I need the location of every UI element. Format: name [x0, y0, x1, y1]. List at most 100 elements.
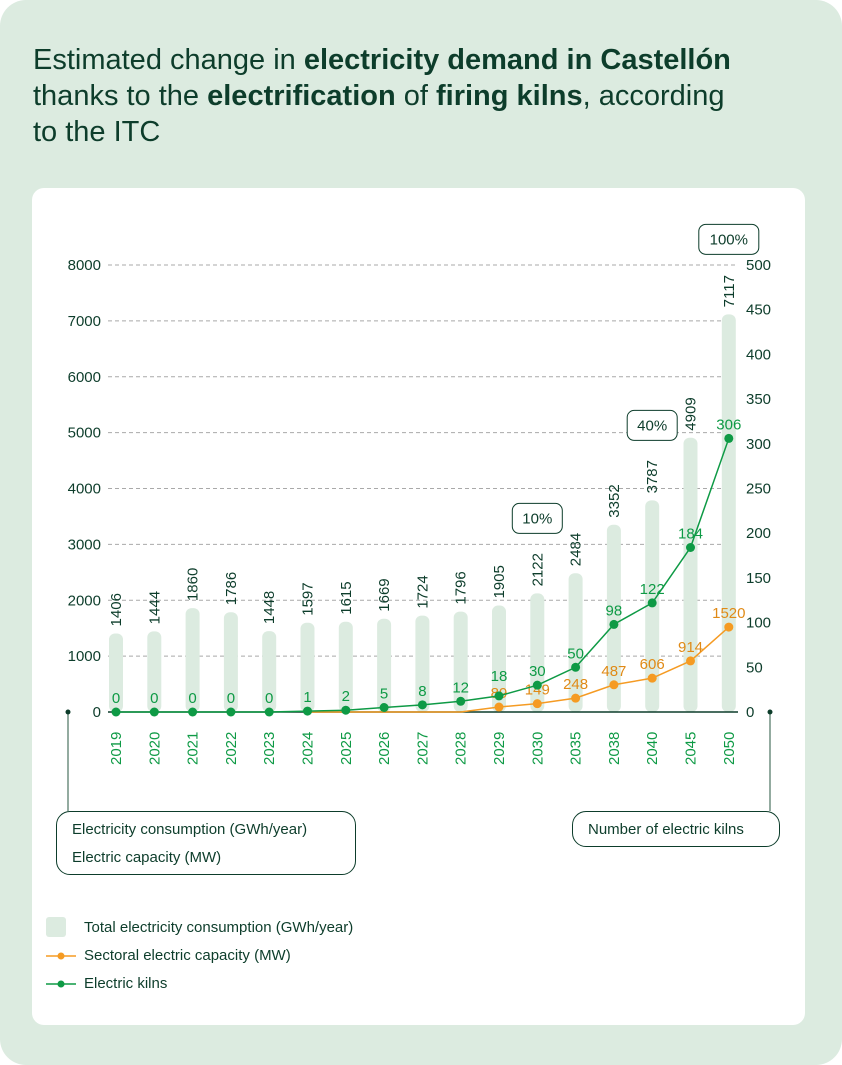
bar-2022 — [223, 612, 238, 712]
kilns-point — [341, 705, 351, 715]
bar-2025 — [338, 621, 353, 712]
bar-2021 — [185, 608, 200, 712]
kilns-point — [188, 707, 198, 717]
capacity-point — [532, 699, 542, 709]
title-text: thanks to the — [33, 80, 208, 112]
legend-label-capacity: Sectoral electric capacity (MW) — [84, 947, 291, 964]
bar-value-label: 2484 — [568, 533, 585, 566]
kilns-point — [264, 707, 274, 717]
x-tick-label: 2045 — [683, 732, 700, 765]
legend-orange-swatch — [46, 952, 76, 960]
left-axis-label-box: Electricity consumption (GWh/year) Elect… — [56, 811, 356, 875]
bar-2024 — [300, 622, 315, 712]
chart-card — [32, 188, 805, 1025]
kilns-value-label: 122 — [640, 581, 665, 598]
share-annotation-box — [626, 409, 678, 441]
x-tick-label: 2038 — [606, 732, 623, 765]
share-annotation-label: 40% — [637, 417, 667, 434]
title-text: of — [395, 80, 436, 112]
kilns-point — [226, 707, 236, 717]
kilns-value-label: 0 — [227, 690, 235, 707]
left-axis-pointer-dot — [65, 709, 71, 715]
kilns-point — [456, 696, 466, 706]
right-tick-label: 100 — [746, 615, 771, 632]
bar-2028 — [453, 611, 468, 712]
kilns-value-label: 0 — [112, 690, 120, 707]
title-text: Estimated change in — [33, 44, 304, 76]
right-tick-label: 450 — [746, 302, 771, 319]
left-axis-label-1: Electricity consumption (GWh/year) — [72, 821, 308, 838]
right-tick-label: 400 — [746, 346, 771, 363]
capacity-value-label: 1520 — [712, 605, 745, 622]
bar-value-label: 7117 — [721, 275, 738, 307]
bar-value-label: 1406 — [108, 593, 125, 626]
bar-value-label: 1905 — [491, 565, 508, 598]
x-tick-label: 2027 — [414, 732, 431, 765]
bar-value-label: 1444 — [146, 591, 163, 624]
right-axis-label-box: Number of electric kilns — [572, 811, 780, 847]
bar-value-label: 4909 — [683, 397, 700, 430]
kilns-value-label: 18 — [491, 668, 508, 685]
bar-value-label: 2122 — [529, 553, 546, 586]
capacity-value-label: 487 — [601, 663, 626, 680]
bar-value-label: 1669 — [376, 578, 393, 611]
kilns-value-label: 98 — [606, 602, 623, 619]
kilns-point — [111, 707, 121, 717]
bar-value-label: 1786 — [223, 572, 240, 605]
bar-2023 — [262, 631, 277, 712]
right-axis-pointer-dot — [767, 709, 773, 715]
bar-value-label: 1597 — [300, 582, 317, 615]
kilns-point — [647, 598, 657, 608]
kilns-value-label: 184 — [678, 526, 703, 543]
kilns-point — [149, 707, 159, 717]
capacity-line — [307, 626, 730, 713]
capacity-value-label: 149 — [525, 682, 550, 699]
legend-bar-swatch — [46, 917, 66, 937]
x-tick-label: 2022 — [223, 732, 240, 765]
x-tick-label: 2023 — [261, 732, 278, 765]
x-tick-label: 2035 — [568, 732, 585, 765]
left-tick-label: 8000 — [68, 257, 101, 274]
capacity-point — [609, 680, 619, 690]
left-tick-label: 6000 — [68, 369, 101, 386]
left-tick-label: 1000 — [68, 648, 101, 665]
right-axis-label: Number of electric kilns — [588, 821, 744, 838]
left-tick-label: 7000 — [68, 313, 101, 330]
bar-value-label: 1615 — [338, 581, 355, 614]
bar-value-label: 1796 — [453, 571, 470, 604]
bar-2050 — [721, 314, 736, 712]
kilns-value-label: 50 — [567, 645, 584, 662]
bar-2038 — [606, 524, 621, 712]
bar-2026 — [377, 618, 392, 712]
capacity-point — [724, 622, 734, 632]
left-tick-label: 0 — [93, 704, 101, 721]
capacity-point — [494, 702, 504, 712]
x-tick-label: 2029 — [491, 732, 508, 765]
bar-2019 — [109, 633, 123, 712]
kilns-value-label: 12 — [452, 679, 469, 696]
share-annotation-label: 10% — [522, 510, 552, 527]
kilns-value-label: 0 — [265, 690, 273, 707]
kilns-point — [494, 691, 504, 701]
title-bold: electricity demand in Castellón — [303, 44, 731, 76]
right-tick-label: 0 — [746, 704, 754, 721]
bar-value-label: 3352 — [606, 484, 623, 517]
kilns-value-label: 306 — [716, 416, 741, 433]
bar-2029 — [492, 605, 506, 712]
left-axis-label-2: Electric capacity (MW) — [72, 849, 222, 866]
share-annotation-label: 100% — [710, 231, 748, 248]
left-tick-label: 2000 — [68, 592, 101, 609]
kilns-value-label: 2 — [342, 688, 350, 705]
x-tick-label: 2028 — [453, 732, 470, 765]
kilns-value-label: 0 — [150, 690, 158, 707]
right-tick-label: 350 — [746, 391, 771, 408]
capacity-value-label: 606 — [640, 656, 665, 673]
right-tick-label: 250 — [746, 481, 771, 498]
capacity-value-label: 248 — [563, 676, 588, 693]
bar-2035 — [568, 573, 583, 712]
share-annotation-box — [698, 223, 760, 255]
x-tick-label: 2021 — [185, 732, 202, 765]
kilns-value-label: 5 — [380, 686, 388, 703]
kilns-point — [303, 706, 312, 716]
